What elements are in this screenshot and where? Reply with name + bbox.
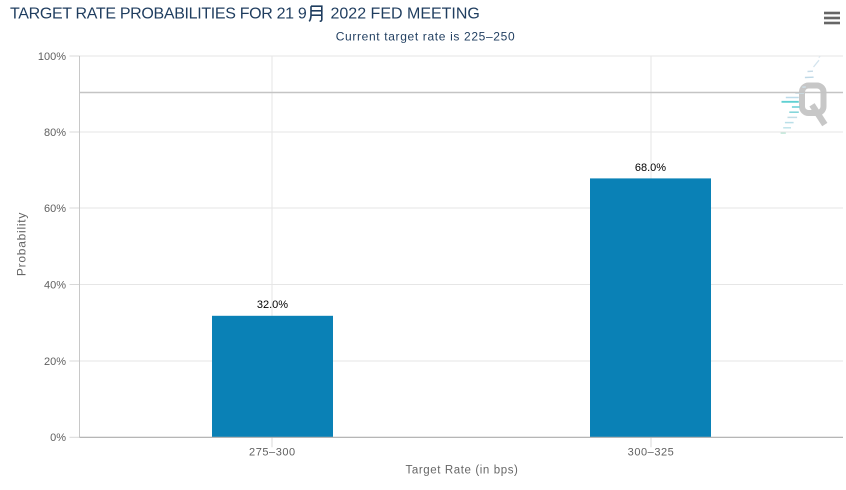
svg-text:0%: 0% <box>50 432 66 444</box>
svg-text:2022 FED MEETING: 2022 FED MEETING <box>331 6 480 23</box>
svg-text:Current target rate is 225–250: Current target rate is 225–250 <box>336 30 516 44</box>
svg-text:20%: 20% <box>44 356 66 368</box>
svg-text:275–300: 275–300 <box>249 447 296 459</box>
svg-text:80%: 80% <box>44 127 66 139</box>
svg-text:60%: 60% <box>44 203 66 215</box>
svg-text:300–325: 300–325 <box>628 447 675 459</box>
svg-text:100%: 100% <box>38 51 66 63</box>
svg-text:TARGET RATE PROBABILITIES FOR: TARGET RATE PROBABILITIES FOR 21 9 <box>10 6 307 23</box>
svg-text:Target Rate (in bps): Target Rate (in bps) <box>406 464 519 476</box>
svg-text:32.0%: 32.0% <box>257 299 288 311</box>
svg-text:68.0%: 68.0% <box>635 162 666 174</box>
svg-text:Probability: Probability <box>15 212 29 276</box>
svg-text:40%: 40% <box>44 279 66 291</box>
